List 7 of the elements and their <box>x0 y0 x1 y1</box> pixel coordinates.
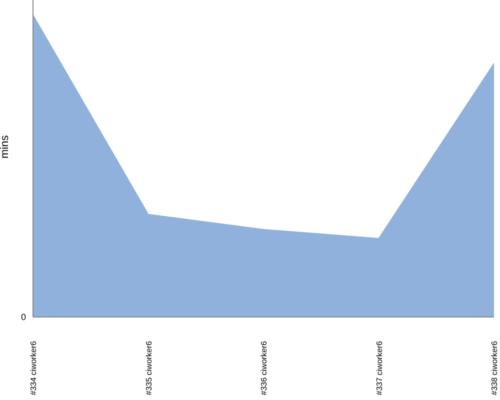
x-tick-label: #334 ciworker6 <box>29 340 38 396</box>
x-tick-label: #335 ciworker6 <box>144 340 154 396</box>
x-tick-label: #337 ciworker6 <box>374 340 384 396</box>
x-tick-label: #338 ciworker6 <box>490 340 499 396</box>
text: 0 <box>20 312 26 322</box>
y-axis-title: mins <box>0 134 11 158</box>
x-tick-label: #336 ciworker6 <box>260 340 268 396</box>
